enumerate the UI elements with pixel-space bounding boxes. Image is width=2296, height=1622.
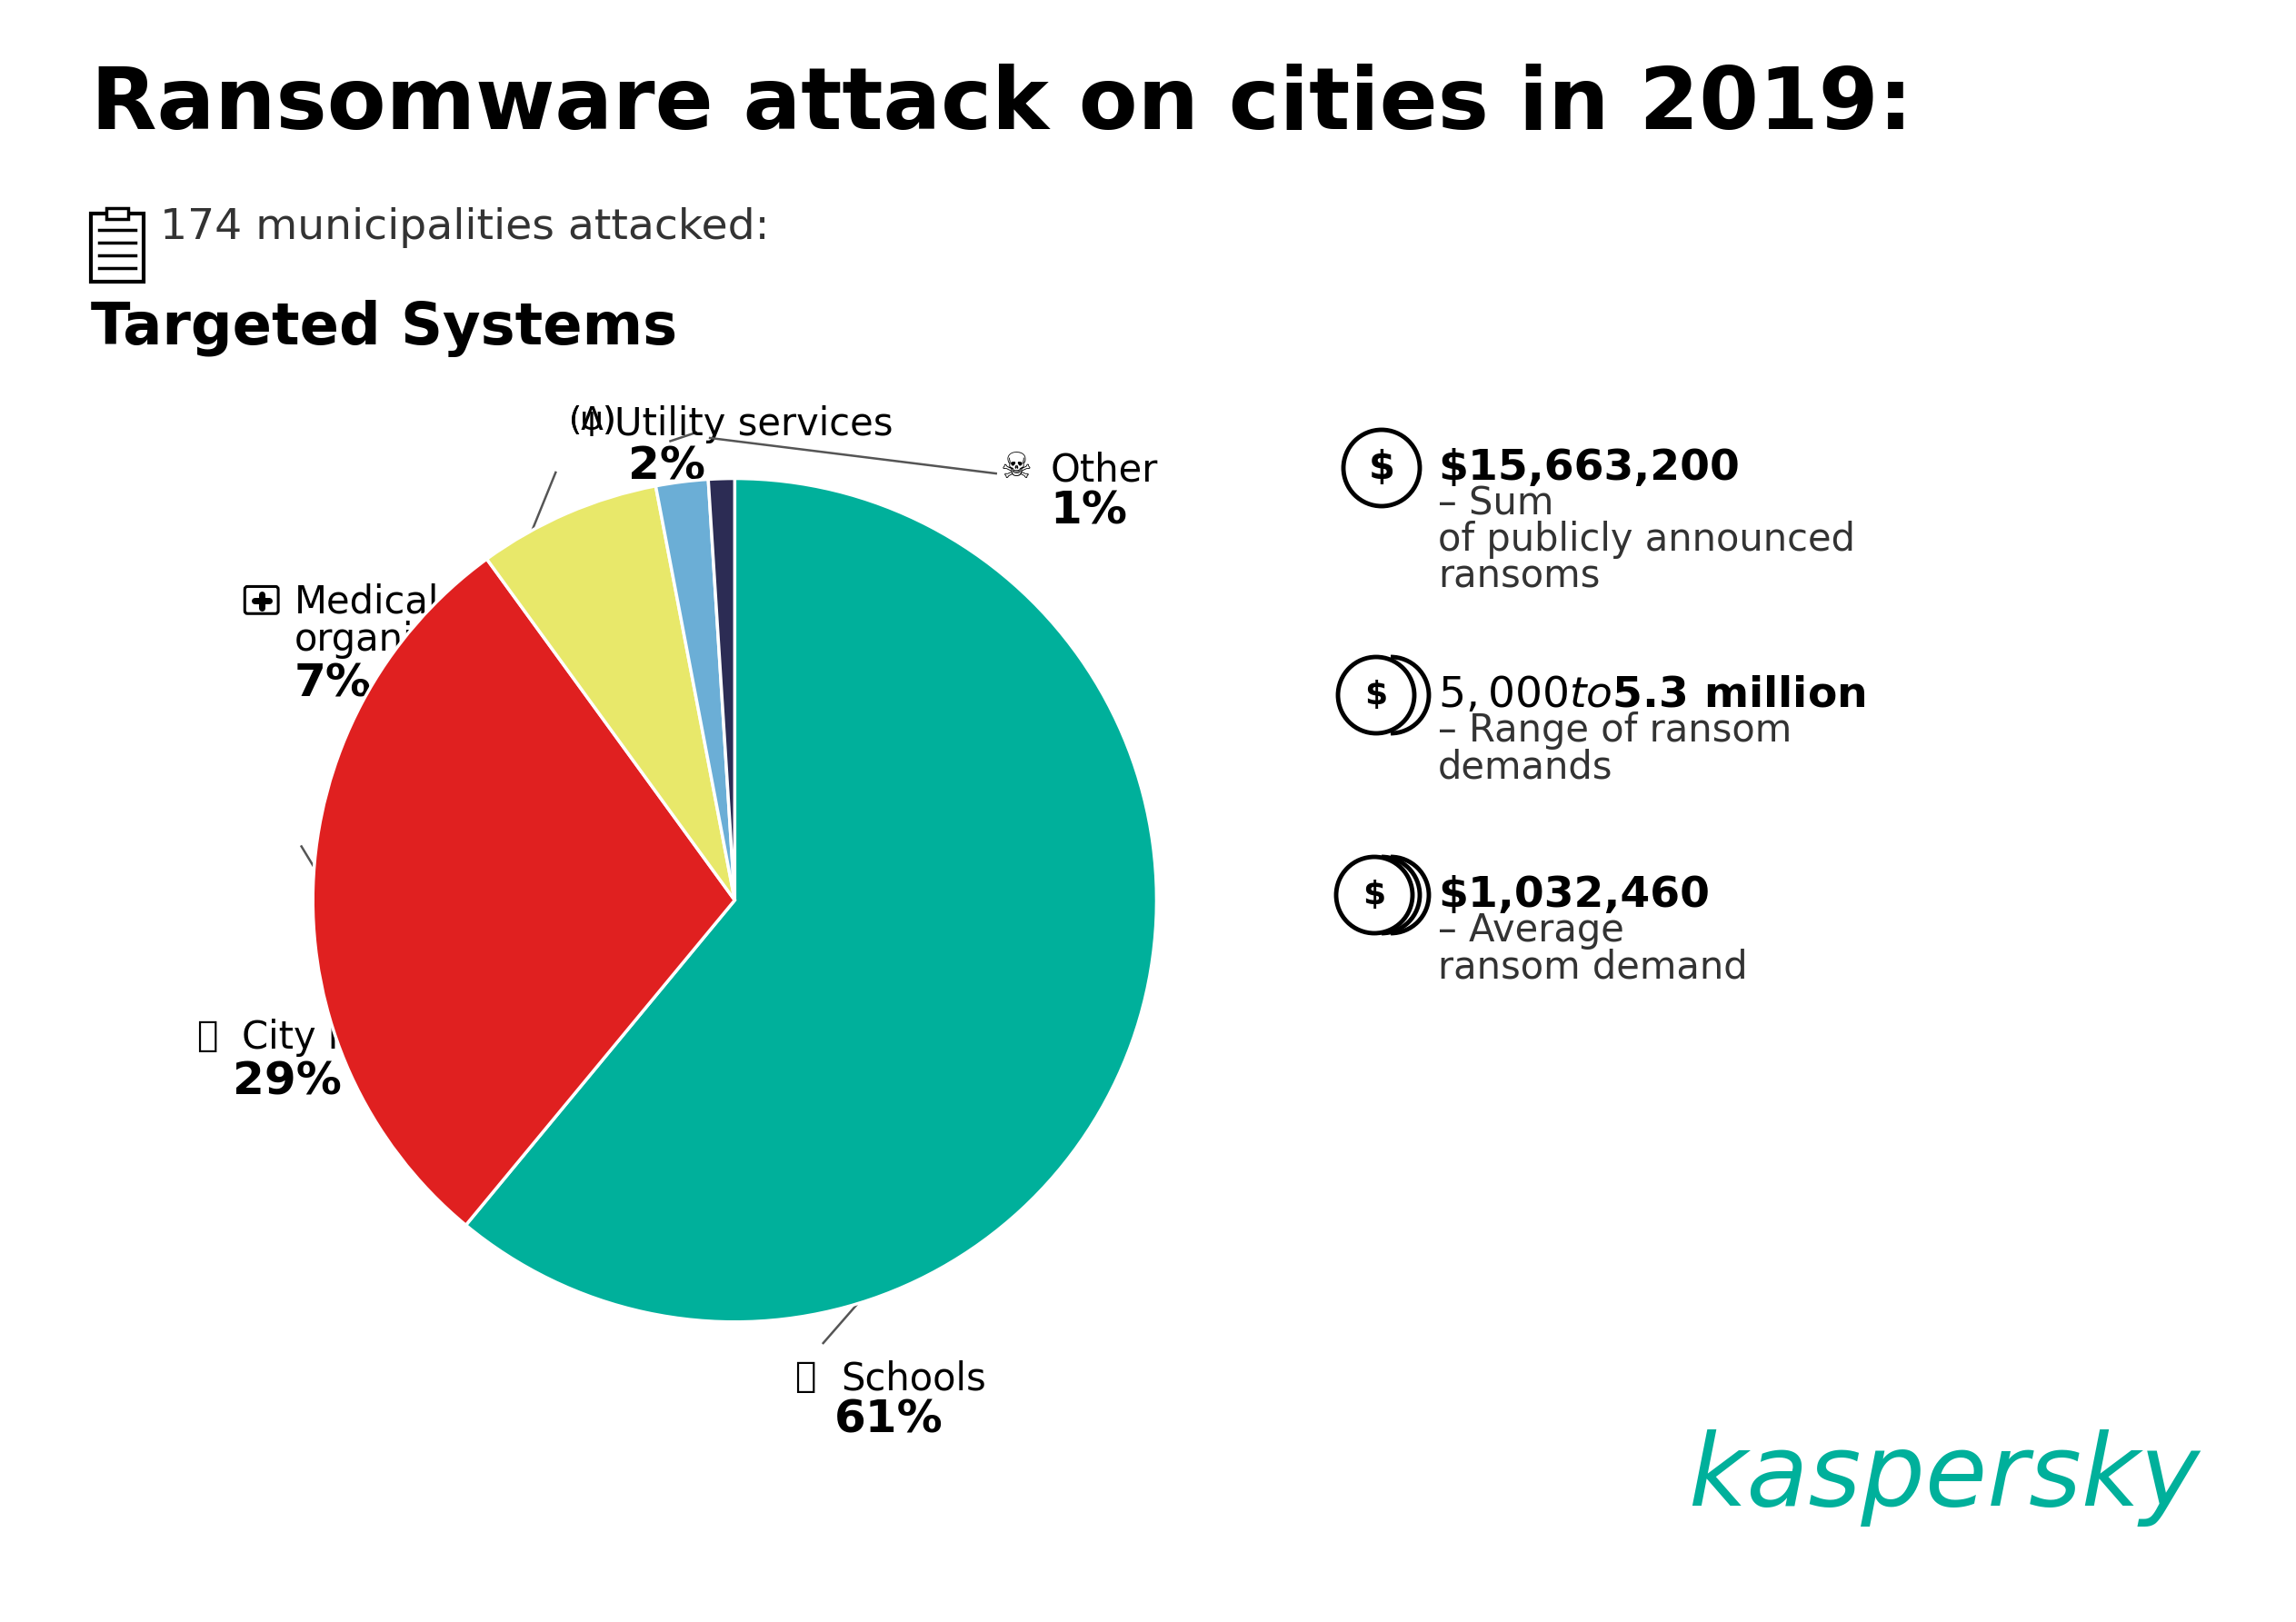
Wedge shape [487, 487, 735, 900]
Text: Other: Other [1052, 451, 1157, 488]
Text: organisations: organisations [294, 621, 549, 659]
Text: 📖: 📖 [794, 1359, 815, 1393]
Bar [92, 214, 145, 282]
Wedge shape [312, 560, 735, 1225]
Text: $1,032,460: $1,032,460 [1437, 874, 1711, 916]
Text: $: $ [1364, 680, 1387, 710]
Text: Schools: Schools [840, 1359, 987, 1398]
Text: Medical: Medical [294, 582, 439, 621]
Text: 174 municipalities attacked:: 174 municipalities attacked: [161, 208, 769, 248]
Text: demands: demands [1437, 748, 1612, 787]
Text: – Average: – Average [1437, 912, 1623, 949]
Text: Utility services: Utility services [613, 406, 893, 443]
Text: kaspersky: kaspersky [1688, 1429, 2200, 1526]
Text: $: $ [1368, 449, 1394, 487]
Text: ransoms: ransoms [1437, 556, 1600, 595]
Text: 1%: 1% [1052, 488, 1127, 532]
Wedge shape [657, 480, 735, 900]
Text: 61%: 61% [833, 1398, 944, 1442]
Text: $5,000 to $5.3 million: $5,000 to $5.3 million [1437, 675, 1867, 715]
Text: Ransomware attack on cities in 2019:: Ransomware attack on cities in 2019: [92, 63, 1913, 148]
Text: Targeted Systems: Targeted Systems [92, 300, 677, 357]
Text: ☠: ☠ [1001, 451, 1033, 485]
Wedge shape [466, 478, 1157, 1322]
Text: – Sum: – Sum [1437, 485, 1554, 522]
FancyBboxPatch shape [246, 587, 278, 613]
Text: 29%: 29% [232, 1059, 342, 1103]
Text: of publicly announced: of publicly announced [1437, 521, 1855, 560]
Wedge shape [707, 478, 735, 900]
Text: 2%: 2% [627, 444, 705, 488]
Text: – Range of ransom: – Range of ransom [1437, 712, 1791, 749]
Text: $15,663,200: $15,663,200 [1437, 448, 1740, 488]
Text: 7%: 7% [294, 662, 372, 706]
Text: (ψ): (ψ) [569, 406, 615, 436]
Text: (Λ): (Λ) [569, 406, 618, 436]
Bar [106, 208, 129, 219]
Text: City halls: City halls [241, 1019, 416, 1058]
Text: $: $ [1364, 879, 1387, 910]
Text: ransom demand: ransom demand [1437, 947, 1747, 986]
Text: 🏛: 🏛 [195, 1019, 218, 1053]
